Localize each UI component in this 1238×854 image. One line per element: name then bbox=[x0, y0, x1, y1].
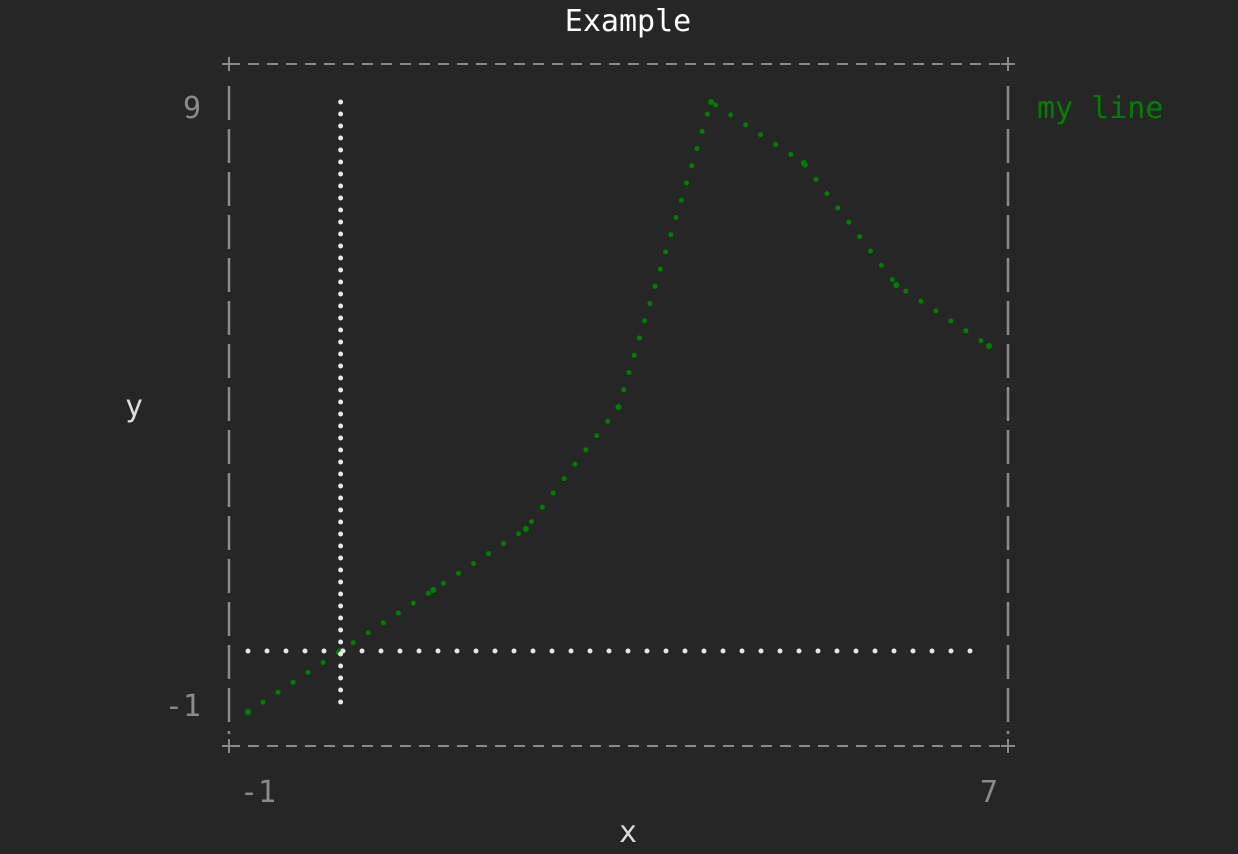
frame-corner-3 bbox=[1001, 739, 1015, 753]
x-axis-label: x bbox=[619, 815, 637, 850]
data-point bbox=[800, 160, 807, 166]
chart-title: Example bbox=[565, 4, 691, 39]
legend-entry-my-line: my line bbox=[1037, 91, 1163, 126]
data-point bbox=[986, 343, 992, 349]
x-tick-label-right: 7 bbox=[980, 775, 998, 810]
data-point bbox=[615, 404, 622, 410]
data-point bbox=[430, 587, 437, 593]
data-point bbox=[893, 282, 900, 288]
data-point bbox=[245, 709, 251, 715]
y-tick-label-bottom: -1 bbox=[165, 689, 201, 724]
data-point bbox=[708, 99, 715, 105]
y-tick-label-top: 9 bbox=[183, 91, 201, 126]
frame-corner-1 bbox=[1001, 57, 1015, 71]
y-axis-label: y bbox=[125, 389, 143, 424]
x-tick-label-left: -1 bbox=[240, 775, 276, 810]
data-point bbox=[522, 526, 529, 532]
